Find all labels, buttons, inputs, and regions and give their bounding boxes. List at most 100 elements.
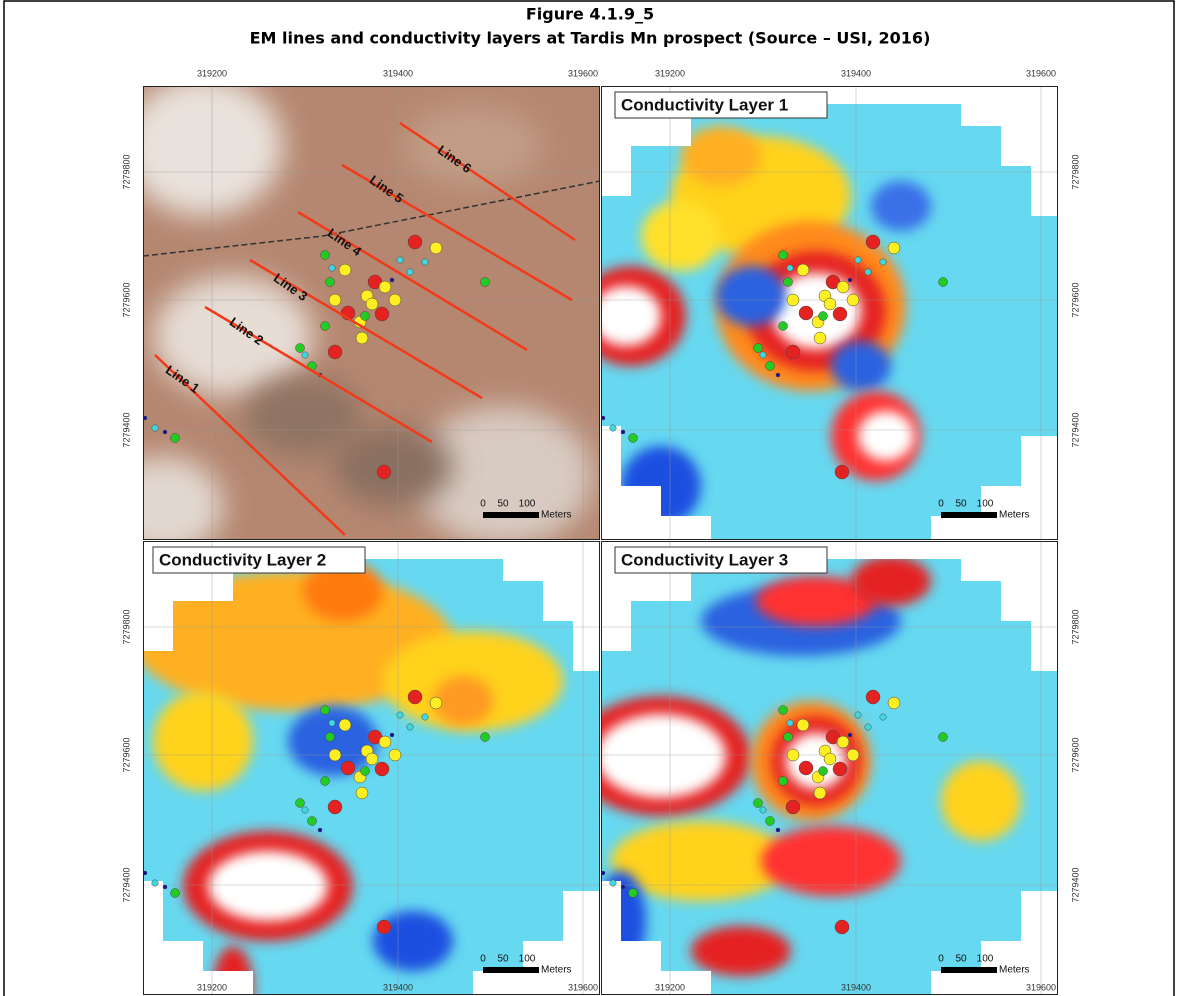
x-tick-label: 319600 bbox=[1026, 982, 1056, 992]
sample-point bbox=[481, 278, 490, 287]
y-tick-label: 7279600 bbox=[121, 737, 131, 772]
sample-point bbox=[835, 465, 849, 479]
sample-point bbox=[888, 697, 900, 709]
scale-label: 50 bbox=[955, 499, 967, 510]
heat-blob bbox=[691, 926, 791, 976]
sample-point bbox=[318, 828, 322, 832]
sample-point bbox=[296, 799, 305, 808]
figure-subtitle: EM lines and conductivity layers at Tard… bbox=[250, 29, 931, 48]
sample-point bbox=[779, 251, 788, 260]
sample-point bbox=[865, 724, 871, 730]
sample-point bbox=[361, 767, 370, 776]
map-panel: 050100MetersConductivity Layer 3 bbox=[571, 541, 1058, 995]
sample-point bbox=[296, 344, 305, 353]
figure-title: Figure 4.1.9_5 bbox=[526, 5, 654, 24]
terrain bbox=[333, 426, 453, 506]
scale-bar bbox=[941, 967, 997, 973]
sample-point bbox=[779, 322, 788, 331]
heat-blob bbox=[858, 411, 914, 461]
sample-point bbox=[361, 312, 370, 321]
heat-blob bbox=[208, 851, 328, 921]
scale-label: 100 bbox=[519, 499, 536, 510]
sample-point bbox=[855, 257, 861, 263]
scale-label: 0 bbox=[938, 954, 944, 965]
sample-point bbox=[847, 294, 859, 306]
x-tick-label: 319200 bbox=[655, 982, 685, 992]
panel-label: Conductivity Layer 3 bbox=[621, 550, 788, 569]
scale-bar bbox=[941, 512, 997, 518]
sample-point bbox=[787, 265, 793, 271]
sample-point bbox=[866, 235, 880, 249]
sample-point bbox=[833, 762, 847, 776]
sample-point bbox=[799, 306, 813, 320]
sample-point bbox=[833, 307, 847, 321]
heat-blob bbox=[596, 714, 726, 798]
sample-point bbox=[824, 753, 836, 765]
sample-point bbox=[390, 733, 394, 737]
sample-point bbox=[766, 817, 775, 826]
heat-blob bbox=[641, 201, 721, 271]
sample-point bbox=[339, 719, 351, 731]
scale-label: 100 bbox=[519, 954, 536, 965]
sample-point bbox=[366, 753, 378, 765]
conductivity-grid bbox=[133, 559, 600, 996]
sample-point bbox=[776, 828, 780, 832]
sample-point bbox=[814, 787, 826, 799]
sample-point bbox=[760, 352, 766, 358]
scale-label: 0 bbox=[480, 954, 486, 965]
y-tick-label: 7279800 bbox=[1070, 154, 1080, 189]
sample-point bbox=[824, 298, 836, 310]
sample-point bbox=[375, 762, 389, 776]
scale-label: 50 bbox=[497, 499, 509, 510]
sample-point bbox=[888, 242, 900, 254]
y-tick-label: 7279800 bbox=[121, 154, 131, 189]
sample-point bbox=[797, 719, 809, 731]
scale-label: 0 bbox=[938, 499, 944, 510]
sample-point bbox=[430, 697, 442, 709]
scale-unit: Meters bbox=[999, 965, 1030, 976]
terrain bbox=[403, 106, 543, 186]
heat-blob bbox=[681, 126, 761, 186]
terrain bbox=[123, 76, 283, 216]
sample-point bbox=[341, 761, 355, 775]
sample-point bbox=[329, 749, 341, 761]
y-tick-label: 7279600 bbox=[1070, 737, 1080, 772]
x-tick-label: 319600 bbox=[568, 982, 598, 992]
scale-label: 50 bbox=[955, 954, 967, 965]
x-tick-label: 319400 bbox=[841, 982, 871, 992]
heat-blob bbox=[288, 706, 378, 776]
sample-point bbox=[389, 294, 401, 306]
sample-point bbox=[397, 257, 403, 263]
scale-label: 50 bbox=[497, 954, 509, 965]
y-tick-label: 7279400 bbox=[121, 412, 131, 447]
sample-point bbox=[379, 736, 391, 748]
sample-point bbox=[152, 425, 158, 431]
sample-point bbox=[308, 817, 317, 826]
sample-point bbox=[939, 733, 948, 742]
heat-blob bbox=[871, 181, 931, 231]
y-tick-label: 7279600 bbox=[1070, 282, 1080, 317]
sample-point bbox=[321, 706, 330, 715]
sample-point bbox=[377, 920, 391, 934]
sample-point bbox=[326, 733, 335, 742]
sample-point bbox=[390, 278, 394, 282]
scale-unit: Meters bbox=[541, 510, 572, 521]
x-tick-label: 319600 bbox=[1026, 68, 1056, 78]
scale-unit: Meters bbox=[999, 510, 1030, 521]
heat-blob bbox=[153, 691, 253, 791]
sample-point bbox=[880, 259, 886, 265]
sample-point bbox=[621, 430, 625, 434]
sample-point bbox=[848, 733, 852, 737]
scale-label: 100 bbox=[977, 499, 994, 510]
sample-point bbox=[766, 362, 775, 371]
sample-point bbox=[610, 425, 616, 431]
x-tick-label: 319200 bbox=[655, 68, 685, 78]
heat-blob bbox=[433, 676, 493, 726]
panel-label: Conductivity Layer 1 bbox=[621, 95, 788, 114]
sample-point bbox=[787, 749, 799, 761]
y-tick-label: 7279800 bbox=[121, 609, 131, 644]
sample-point bbox=[366, 298, 378, 310]
sample-point bbox=[379, 281, 391, 293]
heat-map bbox=[133, 559, 600, 996]
